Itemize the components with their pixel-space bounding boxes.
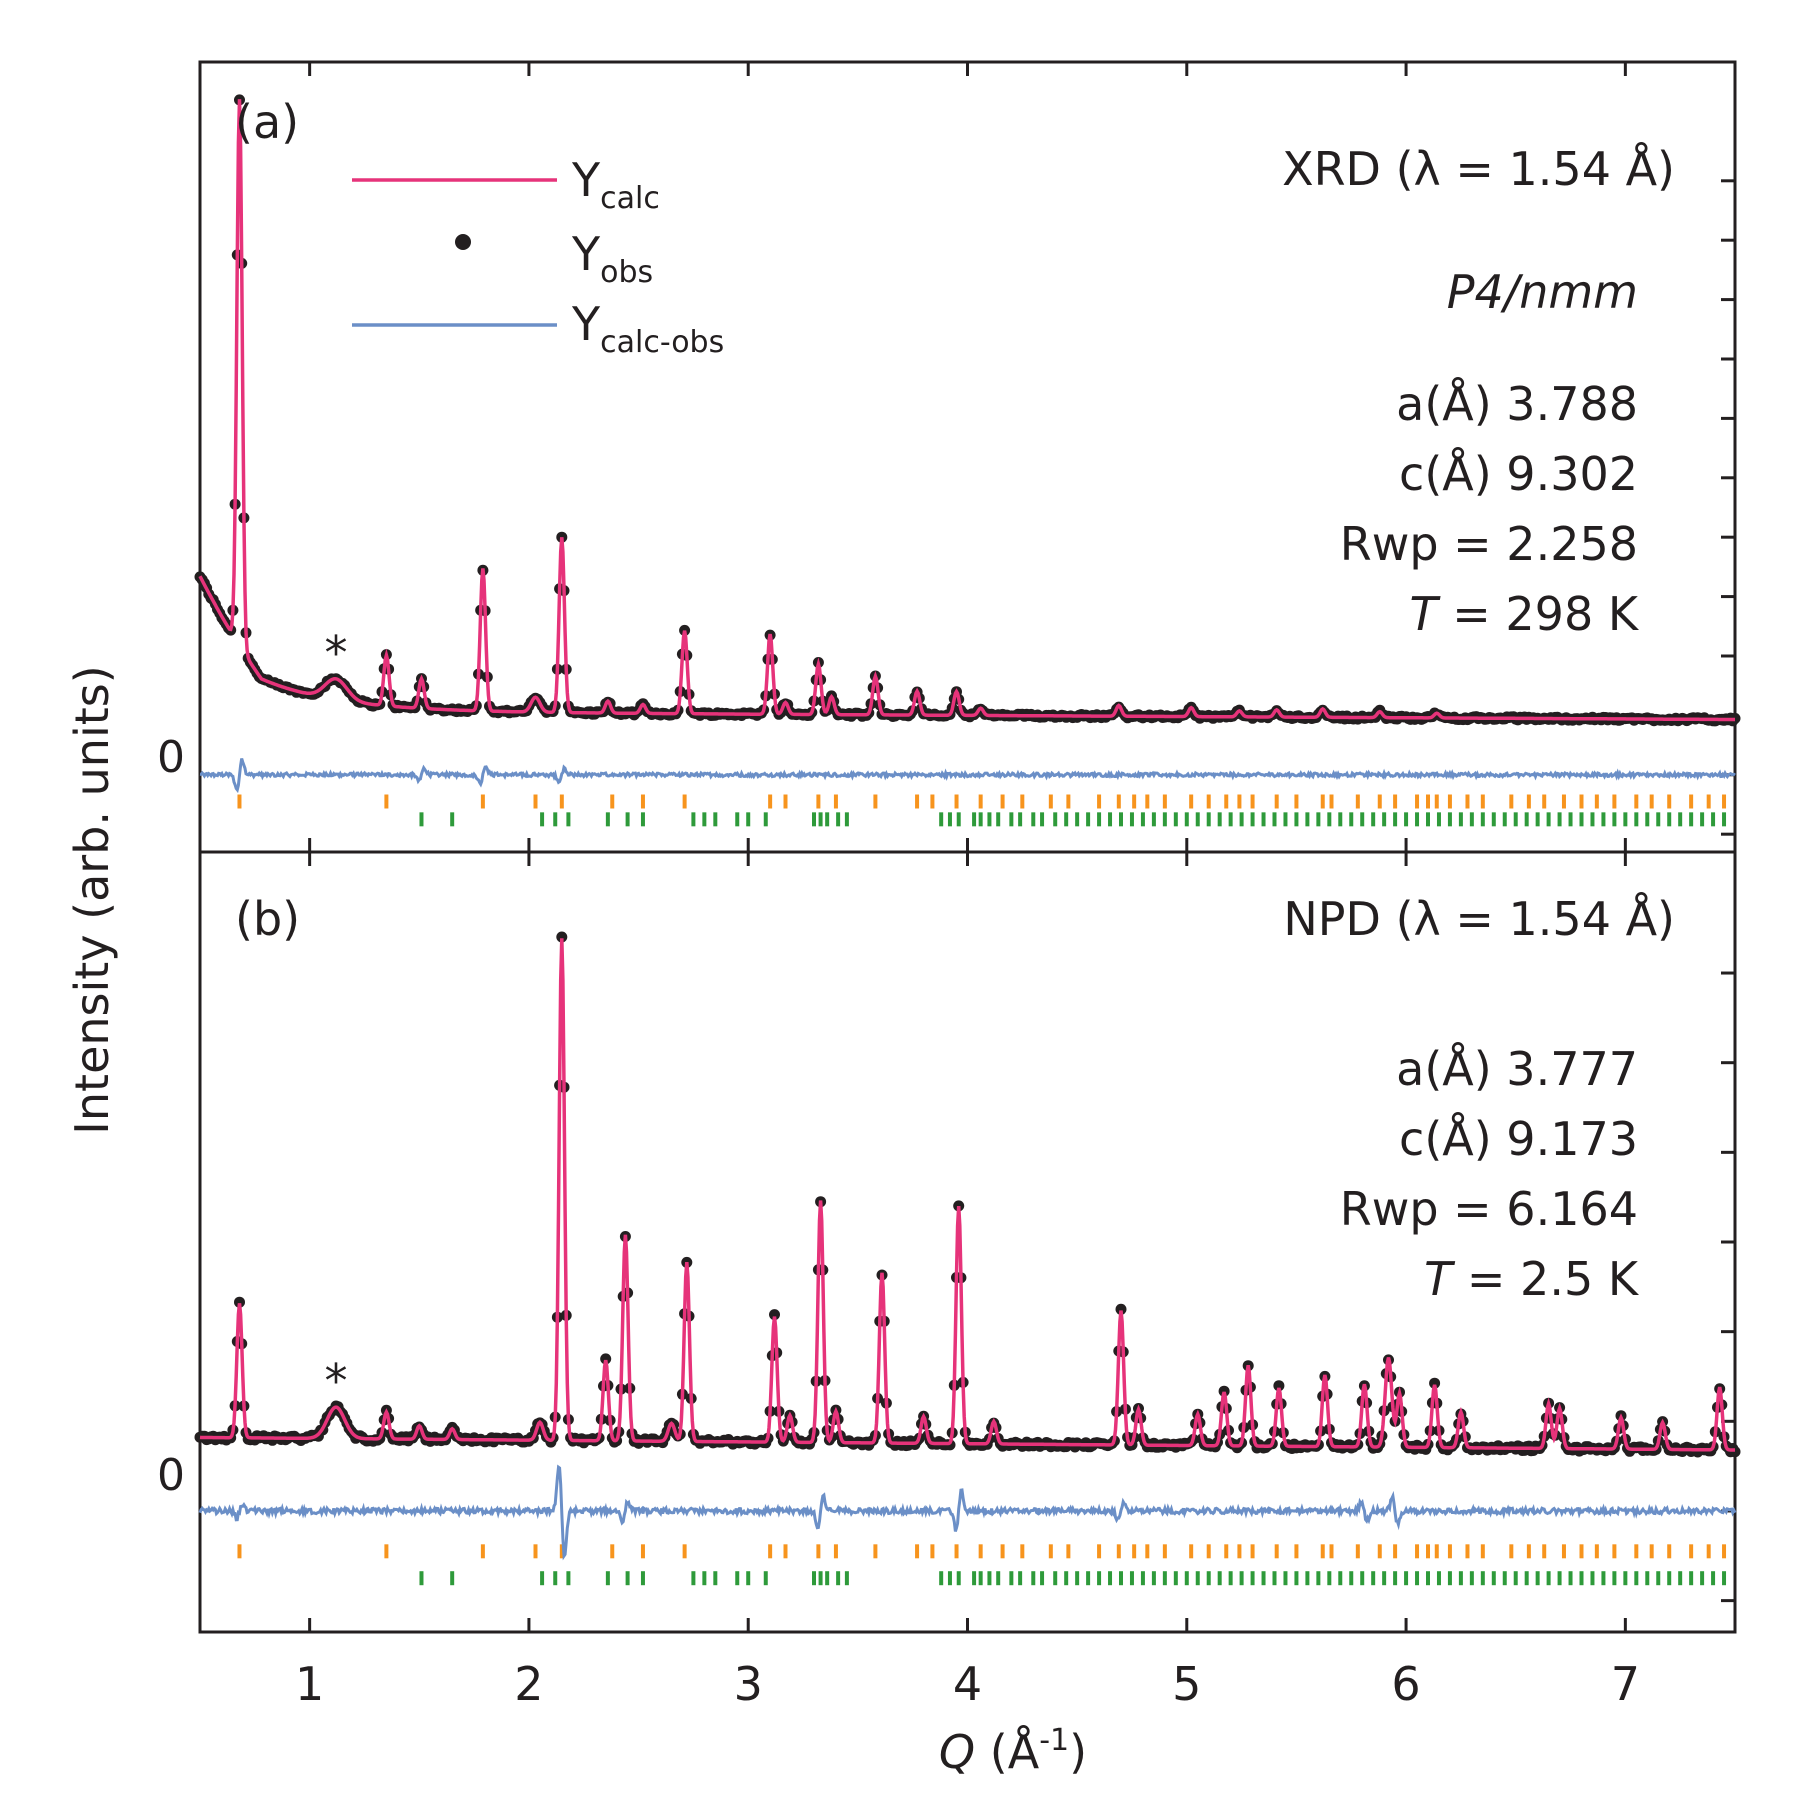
x-axis-label-close: ) [1069,1725,1087,1779]
panel-a-method-label: XRD (λ = 1.54 Å) [1282,142,1675,196]
panel-b-temperature: T = 2.5 K [1424,1252,1640,1306]
panel-a-space-group: P4/nmm [1447,265,1638,319]
panel-a-impurity-asterisk: * [324,626,347,680]
legend-obs-sub: obs [600,255,653,290]
legend-obs-label: Yobs [571,227,653,290]
x-axis-label-q: Q [939,1725,975,1779]
legend-diff-label: Ycalc-obs [571,297,724,360]
panel-a-param-a: a(Å) 3.788 [1396,377,1638,431]
legend-diff-sub: calc-obs [600,325,724,360]
panelb-obs-point [1429,1377,1441,1389]
panelb-obs-point [234,1296,245,1308]
panel-b-param-rwp: Rwp = 6.164 [1340,1182,1638,1236]
x-axis-tick-labels: 1 2 3 4 5 6 7 [295,1657,1640,1711]
panel-b-diff-curve [198,1464,1737,1561]
panelb-obs-point [1218,1385,1230,1397]
panel-b-temp-symbol: T [1424,1252,1456,1306]
panelb-obs-point [556,931,568,943]
panel-b: (b) 0 * NPD (λ = 1.54 Å) a(Å) 3.777 c(Å)… [157,850,1741,1634]
panelb-obs-point [953,1200,965,1212]
x-tick-label-3: 3 [734,1657,763,1711]
panel-b-param-a: a(Å) 3.777 [1396,1042,1638,1096]
legend-obs-main: Y [571,227,601,281]
x-tick-label-5: 5 [1172,1657,1201,1711]
panelb-obs-point [769,1309,780,1321]
legend-calc-main: Y [571,153,601,207]
panelb-obs-point [1273,1380,1285,1392]
panel-a-x-ticks [308,62,1627,852]
panel-a-zero-label: 0 [157,732,185,783]
x-axis-label-exponent: -1 [1039,1723,1069,1758]
panel-a-diff-curve [199,758,1736,794]
panel-b-bragg-ticks [237,1544,1727,1586]
panelb-obs-point [1115,1303,1127,1315]
x-tick-label-1: 1 [295,1657,324,1711]
panel-b-param-c: c(Å) 9.173 [1399,1112,1638,1166]
panel-b-y-ticks [1721,971,1735,1603]
x-tick-label-6: 6 [1391,1657,1420,1711]
legend: Ycalc Yobs Ycalc-obs [352,153,724,360]
x-tick-label-4: 4 [953,1657,982,1711]
panelb-obs-point [600,1353,612,1365]
panel-a-bragg-ticks [237,794,1727,827]
panel-b-calc-curve [199,938,1735,1452]
y-axis-label: Intensity (arb. units) [65,665,119,1134]
legend-calc-label: Ycalc [571,153,660,216]
panel-b-label: (b) [235,892,300,946]
panel-b-method-label: NPD (λ = 1.54 Å) [1283,892,1675,946]
panel-a-temp-symbol: T [1410,587,1442,641]
panel-a-param-rwp: Rwp = 2.258 [1340,517,1638,571]
panel-a-calc-curve [198,99,1735,722]
panel-a-temperature: T = 298 K [1410,587,1640,641]
panel-b-x-ticks [308,852,1627,1632]
x-axis-label: Q (Å-1) [939,1723,1087,1779]
x-tick-label-7: 7 [1611,1657,1640,1711]
panel-a-y-ticks [1721,179,1735,836]
panel-b-temp-value: = 2.5 K [1452,1252,1640,1306]
panel-a-temp-value: = 298 K [1438,587,1640,641]
panel-b-impurity-asterisk: * [324,1354,347,1408]
x-axis-label-unit: (Å [975,1725,1040,1779]
x-tick-label-2: 2 [514,1657,543,1711]
legend-calc-sub: calc [600,181,660,216]
legend-diff-main: Y [571,297,601,351]
panel-a: (a) 0 * XRD (λ = 1.54 Å) P4/nmm a(Å) 3.7… [157,60,1741,854]
panel-b-zero-label: 0 [157,1450,185,1501]
legend-obs-dot [455,234,471,250]
panel-a-label: (a) [235,95,299,149]
panel-a-param-c: c(Å) 9.302 [1399,447,1638,501]
